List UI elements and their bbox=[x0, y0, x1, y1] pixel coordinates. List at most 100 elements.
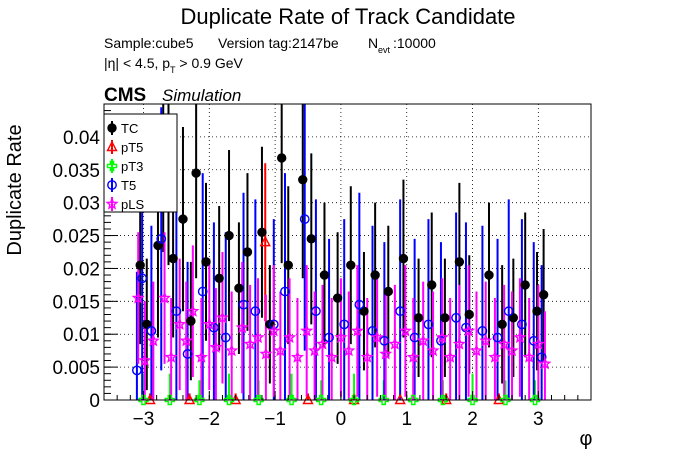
pls-point bbox=[273, 343, 287, 357]
pls-point bbox=[138, 353, 152, 367]
t5-point bbox=[299, 214, 310, 225]
x-axis-ticks: −3 −2 −1 0 1 2 3 bbox=[116, 391, 579, 430]
pls-point bbox=[283, 330, 297, 344]
pls-point bbox=[469, 343, 484, 357]
pt3-point bbox=[286, 394, 297, 406]
tc-point bbox=[383, 286, 394, 297]
tc-point bbox=[234, 283, 244, 293]
pls-point bbox=[179, 333, 193, 347]
legend-tc-label: TC bbox=[121, 121, 138, 136]
pls-point bbox=[388, 337, 402, 350]
tc-point bbox=[319, 270, 330, 280]
t5-point bbox=[367, 326, 378, 336]
t5-point bbox=[311, 306, 321, 317]
info-cuts-subscript: T bbox=[170, 65, 176, 75]
t5-point bbox=[451, 312, 461, 323]
t5-point bbox=[220, 332, 231, 343]
tc-point bbox=[186, 316, 196, 326]
pt3-point bbox=[138, 394, 149, 406]
t5-point bbox=[516, 319, 527, 330]
tc-point bbox=[370, 270, 380, 280]
info-nevt-symbol: N bbox=[368, 35, 378, 51]
tc-point bbox=[398, 253, 409, 264]
t5-point bbox=[182, 349, 193, 359]
t5-point bbox=[132, 365, 142, 376]
t5-point bbox=[503, 306, 514, 317]
pt3-point bbox=[315, 394, 327, 406]
error-bars bbox=[135, 104, 546, 400]
pt3-point bbox=[223, 394, 235, 406]
x-tick-label: 2 bbox=[467, 409, 478, 430]
t5-point bbox=[536, 352, 547, 363]
t5-point bbox=[354, 299, 365, 310]
pls-point bbox=[315, 337, 330, 350]
pls-point bbox=[225, 343, 239, 357]
tc-point bbox=[276, 153, 287, 163]
t5-point bbox=[324, 332, 334, 343]
t5-point bbox=[137, 273, 148, 284]
pls-point bbox=[334, 330, 348, 344]
pls-point bbox=[267, 324, 281, 337]
pt3-point bbox=[194, 394, 205, 406]
legend-pt5-marker bbox=[106, 140, 118, 152]
tc-point bbox=[168, 253, 178, 264]
pt5-point bbox=[302, 393, 314, 405]
tc-point bbox=[508, 313, 519, 323]
pls-point bbox=[290, 350, 305, 363]
pls-point bbox=[186, 304, 200, 317]
t5-point bbox=[339, 319, 350, 330]
info-nevt-subscript: evt bbox=[378, 45, 391, 55]
y-tick-label: 0.005 bbox=[52, 358, 100, 379]
info-cuts-prefix: |η| < 4.5, p bbox=[104, 55, 170, 71]
t5-point bbox=[280, 286, 290, 297]
x-tick-label: −3 bbox=[133, 409, 155, 430]
pls-point bbox=[522, 350, 536, 363]
x-tick-label: 1 bbox=[401, 409, 412, 430]
legend-pt3-label: pT3 bbox=[121, 159, 143, 174]
tc-point bbox=[306, 234, 317, 244]
t5-point bbox=[423, 319, 434, 330]
tc-point bbox=[191, 168, 201, 178]
pt3-point bbox=[500, 394, 511, 406]
tc-point bbox=[440, 313, 450, 323]
tc-point bbox=[454, 257, 465, 267]
pt3-point bbox=[408, 394, 419, 406]
pls-point bbox=[202, 317, 216, 330]
pt5-point bbox=[440, 393, 452, 405]
pls-point bbox=[342, 343, 356, 357]
t5-point bbox=[395, 306, 406, 317]
pls-point bbox=[426, 343, 440, 357]
x-axis-label: φ bbox=[580, 428, 593, 450]
pls-point bbox=[443, 350, 457, 363]
simulation-label: Simulation bbox=[162, 86, 241, 105]
tc-point bbox=[257, 227, 267, 237]
t5-point bbox=[492, 332, 503, 343]
x-tick-label: 3 bbox=[533, 409, 544, 430]
pls-point bbox=[146, 333, 160, 347]
chart-title: Duplicate Rate of Track Candidate bbox=[180, 4, 515, 29]
pls-point bbox=[370, 330, 384, 344]
pls-point bbox=[435, 330, 449, 344]
pls-point bbox=[308, 343, 322, 357]
legend-t5-marker bbox=[107, 180, 117, 190]
y-tick-label: 0.01 bbox=[63, 325, 100, 346]
y-tick-label: 0.02 bbox=[63, 259, 100, 280]
pt3-point bbox=[529, 394, 541, 406]
pls-point bbox=[243, 337, 257, 350]
t5-point bbox=[156, 233, 167, 244]
pt5-point bbox=[183, 393, 196, 405]
pls-point bbox=[505, 343, 519, 357]
y-tick-label: 0.015 bbox=[52, 292, 100, 313]
legend-pls-marker bbox=[105, 197, 119, 210]
data-markers bbox=[131, 128, 552, 406]
t5-point bbox=[250, 306, 261, 317]
pt5-point bbox=[259, 235, 271, 247]
y-tick-label: 0.03 bbox=[63, 194, 100, 215]
legend-box bbox=[103, 113, 178, 213]
pt3-point bbox=[348, 394, 360, 406]
y-tick-label: 0 bbox=[89, 391, 100, 412]
tc-point bbox=[538, 290, 549, 300]
pt5-point bbox=[394, 393, 406, 405]
pls-point bbox=[379, 347, 393, 360]
